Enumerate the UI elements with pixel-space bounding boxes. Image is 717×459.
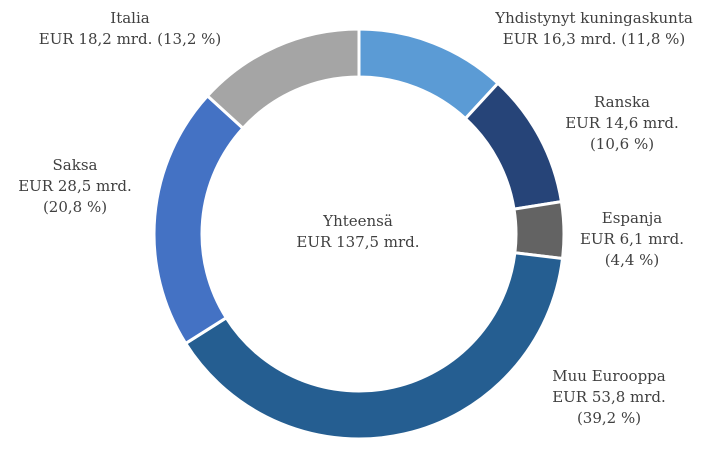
slice-percent: (39,2 %) (576, 409, 642, 427)
slice-value: EUR 18,2 mrd. (13,2 %) (38, 30, 222, 48)
slice-name: Espanja (601, 209, 663, 227)
slice-name: Ranska (594, 93, 650, 111)
slice-value: EUR 28,5 mrd. (18, 177, 132, 195)
slice-label-muu-eurooppa: Muu Eurooppa EUR 53,8 mrd. (39,2 %) (539, 366, 679, 429)
donut-slice-espanja (512, 199, 566, 261)
slice-name: Yhdistynyt kuningaskunta (495, 9, 693, 27)
slice-percent: (20,8 %) (42, 198, 108, 216)
slice-percent: (4,4 %) (604, 251, 660, 269)
slice-value: EUR 14,6 mrd. (565, 114, 679, 132)
slice-label-italia: Italia EUR 18,2 mrd. (13,2 %) (20, 8, 240, 50)
donut-slice-muu-eurooppa (183, 251, 565, 441)
slice-label-espanja: Espanja EUR 6,1 mrd. (4,4 %) (572, 208, 692, 271)
total-label: Yhteensä (323, 212, 393, 230)
center-total-label: Yhteensä EUR 137,5 mrd. (258, 211, 458, 253)
donut-slice-ranska (463, 81, 564, 211)
donut-slice-saksa (152, 93, 246, 346)
slice-value: EUR 16,3 mrd. (11,8 %) (502, 30, 686, 48)
slice-value: EUR 6,1 mrd. (579, 230, 685, 248)
slice-value: EUR 53,8 mrd. (552, 388, 666, 406)
slice-name: Italia (110, 9, 150, 27)
total-value: EUR 137,5 mrd. (296, 233, 420, 251)
slice-label-uk: Yhdistynyt kuningaskunta EUR 16,3 mrd. (… (484, 8, 704, 50)
slice-label-saksa: Saksa EUR 28,5 mrd. (20,8 %) (10, 155, 140, 218)
slice-label-ranska: Ranska EUR 14,6 mrd. (10,6 %) (557, 92, 687, 155)
donut-slice-italia (205, 27, 361, 131)
slice-name: Muu Eurooppa (552, 367, 666, 385)
slice-percent: (10,6 %) (589, 135, 655, 153)
slice-name: Saksa (52, 156, 98, 174)
